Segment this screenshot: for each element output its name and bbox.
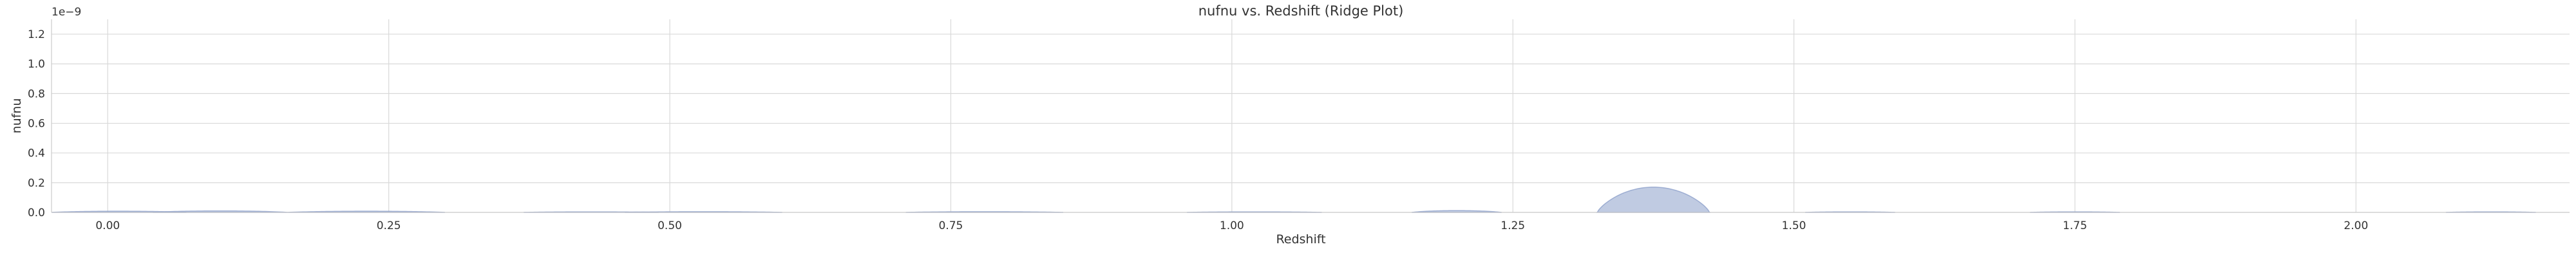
y-tick-label: 0.6	[28, 118, 45, 131]
y-tick-label: 0.8	[28, 88, 45, 100]
y-axis-offset-label: 1e−9	[52, 6, 81, 19]
tick-layer: 0.0 0.2 0.4 0.6 0.8 1.0 1.2 0.00 0.25 0.50 0.75 1.0…	[28, 28, 2368, 232]
x-tick-label: 2.00	[2344, 219, 2368, 232]
x-tick-label: 0.50	[658, 219, 682, 232]
y-tick-label: 1.0	[28, 58, 45, 71]
axes-layer	[51, 19, 2570, 213]
x-axis-label: Redshift	[1276, 232, 1325, 246]
y-tick-label: 0.4	[28, 147, 45, 160]
x-tick-label: 0.75	[938, 219, 963, 232]
y-axis-label: nufnu	[10, 98, 24, 134]
chart-title: nufnu vs. Redshift (Ridge Plot)	[1198, 3, 1404, 19]
x-tick-label: 1.00	[1220, 219, 1244, 232]
ridge-area	[1412, 210, 1502, 213]
x-tick-label: 1.25	[1501, 219, 1525, 232]
y-tick-label: 0.0	[28, 207, 45, 219]
x-tick-label: 0.25	[377, 219, 401, 232]
series-layer	[51, 187, 2536, 213]
ridge-area	[1596, 187, 1711, 213]
x-tick-label: 1.75	[2063, 219, 2087, 232]
x-tick-label: 1.50	[1782, 219, 1806, 232]
y-tick-label: 0.2	[28, 177, 45, 190]
grid-layer	[52, 19, 2570, 213]
y-tick-label: 1.2	[28, 28, 45, 41]
x-tick-label: 0.00	[95, 219, 120, 232]
